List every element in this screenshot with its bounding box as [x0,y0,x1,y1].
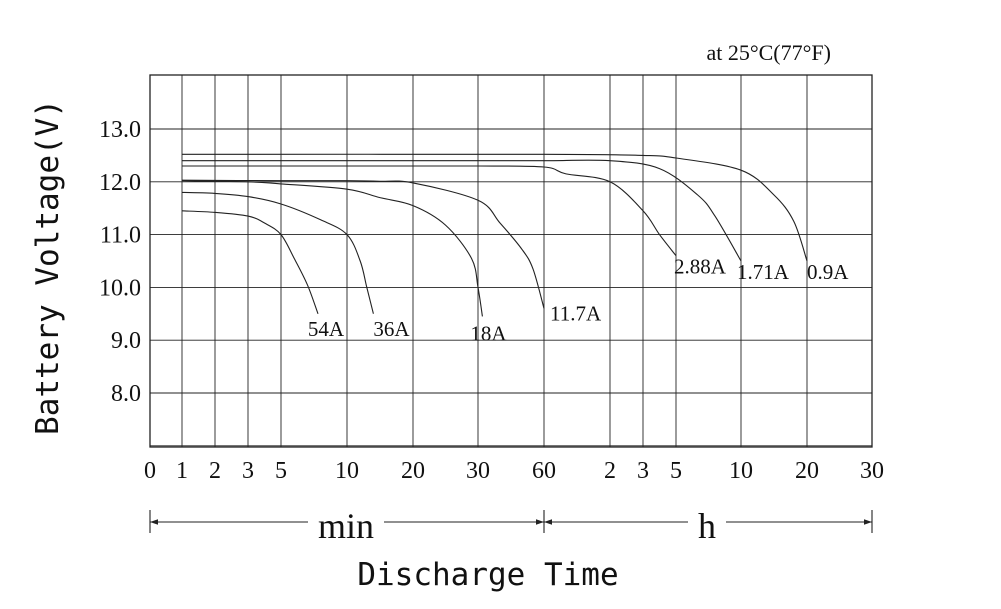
plot-frame [149,74,873,448]
curve-0-9A [181,153,808,262]
x-tick-label: 10 [729,458,753,484]
chart-title: at 25°C(77°F) [706,40,831,65]
x-tick-label: 3 [242,458,254,484]
curve-54A [181,210,319,314]
x-axis-label: Discharge Time [357,557,618,593]
x-tick-label: 30 [466,458,490,484]
x-tick-label: 10 [335,458,359,484]
y-tick-label: 13.0 [99,117,141,143]
x-tick-label: 60 [532,458,556,484]
curve-11-7A [181,179,545,309]
series-label: 0.9A [807,260,849,284]
x-tick-label: 20 [401,458,425,484]
x-tick-label: 5 [275,458,287,484]
series-label: 18A [470,321,507,345]
y-tick-label: 8.0 [111,381,141,407]
curve-18A [181,180,483,317]
hours-unit-label: h [698,506,716,546]
y-tick-label: 11.0 [100,223,141,249]
x-tick-label: 20 [795,458,819,484]
series-label: 54A [308,317,345,341]
y-tick-labels: 13.0 12.0 11.0 10.0 9.0 8.0 [99,117,141,407]
curve-1-71A [181,159,742,262]
y-tick-label: 10.0 [99,275,141,301]
x-tick-label: 5 [670,458,682,484]
curve-2-88A [182,165,677,257]
series-label: 1.71A [737,260,790,284]
x-tick-label: 3 [637,458,649,484]
discharge-curves [181,153,808,317]
curve-36A [181,191,374,314]
x-tick-label: 30 [860,458,884,484]
x-tick-label: 2 [209,458,221,484]
y-tick-label: 9.0 [111,328,141,354]
minutes-unit-label: min [318,506,374,546]
series-label: 11.7A [550,302,602,326]
x-tick-labels: 0 1 2 3 5 10 20 30 60 2 3 5 10 20 30 [144,458,884,484]
y-axis-label: Battery Voltage(V) [30,99,66,435]
series-labels: 54A 36A 18A 11.7A 2.88A 1.71A 0.9A [308,255,849,346]
y-tick-label: 12.0 [99,170,141,196]
unit-indicators: min h [149,506,873,546]
series-label: 2.88A [674,255,727,279]
series-label: 36A [373,317,410,341]
x-tick-label: 2 [604,458,616,484]
x-tick-label: 0 [144,458,156,484]
x-tick-label: 1 [176,458,188,484]
